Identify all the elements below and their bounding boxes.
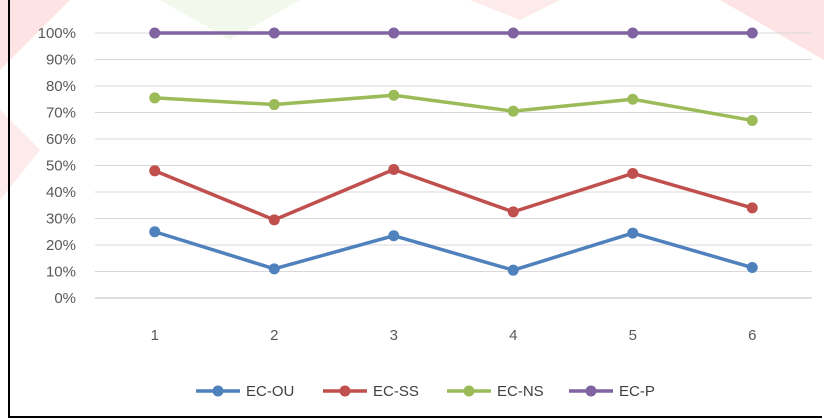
data-point-ec-p [627, 27, 639, 39]
legend: EC-OU EC-SS EC-NS EC-P [196, 383, 655, 400]
data-point-ec-ss [388, 163, 400, 175]
data-point-ec-ou [627, 227, 639, 239]
legend-item-ec-p: EC-P [569, 383, 655, 400]
data-point-ec-ou [149, 226, 161, 238]
data-point-ec-ou [746, 262, 758, 274]
chart-frame [8, 0, 822, 418]
series-ec-ss [149, 163, 758, 226]
x-axis-tick-labels: 1 2 3 4 5 6 [151, 327, 757, 344]
corner-decor-top-mid [470, 0, 560, 20]
y-tick-label: 40% [46, 184, 76, 201]
gridlines [95, 32, 812, 299]
legend-swatch-marker [585, 385, 597, 397]
data-point-ec-p [746, 27, 758, 39]
y-axis-tick-labels: 0% 10% 20% 30% 40% 50% 60% 70% 80% 90% 100% [38, 25, 76, 307]
x-tick-label: 4 [509, 327, 517, 344]
data-point-ec-ss [149, 165, 161, 177]
y-tick-label: 90% [46, 52, 76, 69]
series-ec-ns [149, 89, 758, 126]
data-point-ec-ns [388, 89, 400, 101]
x-tick-label: 6 [748, 327, 756, 344]
y-tick-label: 20% [46, 237, 76, 254]
data-point-ec-ss [268, 214, 280, 226]
corner-decor-top-right [720, 0, 824, 60]
data-point-ec-p [388, 27, 400, 39]
series-line-ec-ou [154, 230, 753, 272]
legend-swatch-marker [212, 385, 224, 397]
series-group [149, 27, 758, 276]
legend-label: EC-SS [373, 383, 419, 400]
legend-label: EC-OU [246, 383, 294, 400]
data-point-ec-ns [627, 93, 639, 105]
data-point-ec-ss [746, 202, 758, 214]
series-ec-p [149, 27, 758, 39]
y-tick-label: 80% [46, 78, 76, 95]
corner-decor-top-left [0, 0, 70, 70]
y-tick-label: 50% [46, 158, 76, 175]
data-point-ec-ns [507, 105, 519, 117]
x-tick-label: 3 [390, 327, 398, 344]
data-point-ec-ss [627, 167, 639, 179]
corner-decor-top-green [160, 0, 300, 40]
y-tick-label: 70% [46, 105, 76, 122]
data-point-ec-ou [507, 264, 519, 276]
series-line-ec-ss [154, 167, 753, 222]
y-tick-label: 30% [46, 211, 76, 228]
legend-swatch-marker [463, 385, 475, 397]
data-point-ec-p [507, 27, 519, 39]
data-point-ec-ou [388, 230, 400, 242]
series-line-ec-ns [154, 93, 753, 123]
x-tick-label: 1 [151, 327, 159, 344]
data-point-ec-p [149, 27, 161, 39]
side-decor-left [0, 110, 40, 200]
data-point-ec-ns [268, 99, 280, 111]
legend-label: EC-P [619, 383, 655, 400]
y-tick-label: 100% [38, 25, 76, 42]
legend-item-ec-ns: EC-NS [447, 383, 544, 400]
legend-label: EC-NS [497, 383, 544, 400]
data-point-ec-ns [746, 114, 758, 126]
y-tick-label: 60% [46, 131, 76, 148]
data-point-ec-ou [268, 263, 280, 275]
y-tick-label: 0% [54, 290, 76, 307]
data-point-ec-p [268, 27, 280, 39]
legend-item-ec-ss: EC-SS [323, 383, 419, 400]
legend-item-ec-ou: EC-OU [196, 383, 294, 400]
x-tick-label: 5 [629, 327, 637, 344]
series-ec-ou [149, 226, 758, 276]
y-tick-label: 10% [46, 264, 76, 281]
x-tick-label: 2 [270, 327, 278, 344]
data-point-ec-ns [149, 92, 161, 104]
legend-swatch-marker [339, 385, 351, 397]
data-point-ec-ss [507, 206, 519, 218]
